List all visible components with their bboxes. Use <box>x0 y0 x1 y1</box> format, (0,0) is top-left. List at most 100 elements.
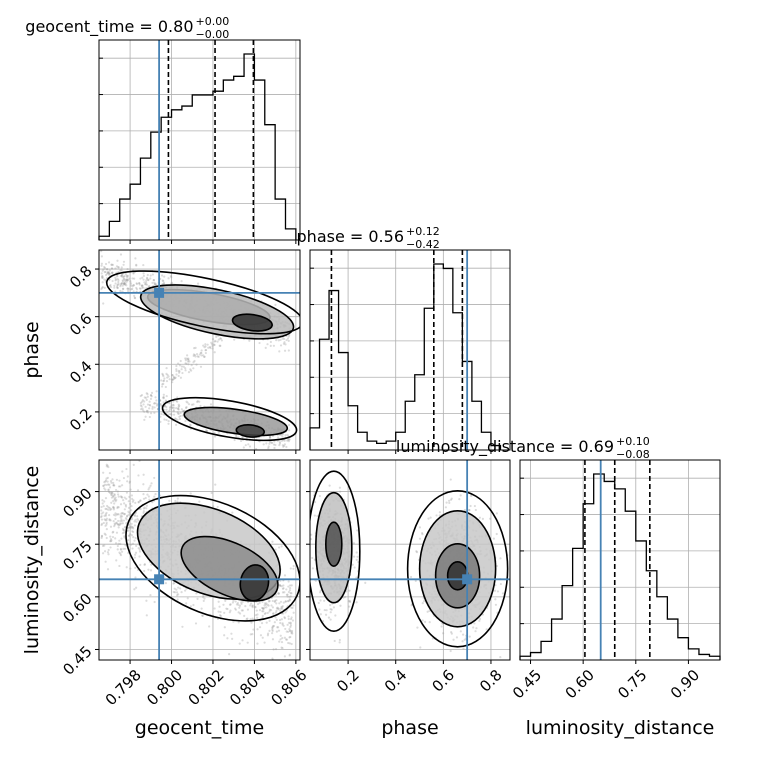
sample-point <box>134 536 137 540</box>
tick-label-x-geocent_time: 0.806 <box>268 666 311 709</box>
sample-point <box>177 403 180 406</box>
sample-point <box>288 642 291 645</box>
sample-point <box>474 630 477 633</box>
sample-point <box>103 518 106 521</box>
sample-point <box>279 621 282 625</box>
sample-point <box>115 531 119 534</box>
sample-point <box>267 445 270 448</box>
sample-point <box>323 608 326 612</box>
sample-point <box>138 550 142 553</box>
sample-point <box>119 542 122 545</box>
sample-point <box>119 519 122 523</box>
sample-point <box>175 591 179 594</box>
sample-point <box>271 632 274 635</box>
sample-point <box>281 591 285 594</box>
sample-point <box>146 411 150 414</box>
sample-point <box>177 369 180 372</box>
sample-point <box>119 552 122 555</box>
sample-point <box>279 609 282 612</box>
sample-point <box>338 641 341 644</box>
sample-point <box>280 646 283 649</box>
sample-point <box>213 340 216 343</box>
sample-point <box>100 518 104 521</box>
sample-point <box>282 624 285 627</box>
sample-point <box>162 393 165 396</box>
sample-point <box>131 287 134 291</box>
sample-point <box>141 286 144 289</box>
sample-point <box>450 632 453 635</box>
sample-point <box>334 614 337 617</box>
sample-point <box>355 601 358 604</box>
sample-point <box>271 657 274 660</box>
sample-point <box>452 638 455 641</box>
axis-label-x-phase: phase <box>381 717 438 739</box>
sample-point <box>128 526 131 529</box>
sample-point <box>202 354 205 357</box>
sample-point <box>139 287 142 290</box>
sample-point <box>210 341 213 344</box>
sample-point <box>348 599 351 602</box>
sample-point <box>220 339 224 342</box>
sample-point <box>463 638 466 641</box>
sample-point <box>125 566 128 569</box>
sample-point <box>279 600 283 603</box>
sample-point <box>364 581 367 584</box>
sample-point <box>243 614 246 617</box>
sample-point <box>109 540 112 543</box>
sample-point <box>101 276 104 279</box>
sample-point <box>278 442 282 445</box>
sample-point <box>130 497 134 500</box>
sample-point <box>145 410 148 413</box>
sample-point <box>327 616 331 619</box>
sample-point <box>135 264 138 267</box>
sample-point <box>286 600 289 603</box>
sample-point <box>195 592 198 595</box>
sample-point <box>114 279 117 282</box>
tick-label-x-phase: 0.6 <box>428 666 458 696</box>
sample-point <box>134 551 138 554</box>
sample-point <box>264 612 267 615</box>
sample-point <box>219 344 222 347</box>
sample-point <box>278 350 281 353</box>
sample-point <box>172 375 175 378</box>
sample-point <box>277 626 280 629</box>
sample-point <box>271 441 274 445</box>
sample-point <box>110 539 113 542</box>
sample-point <box>109 480 113 483</box>
sample-point <box>108 518 111 522</box>
sample-point <box>184 419 187 423</box>
sample-point <box>135 282 138 285</box>
sample-point <box>143 563 146 566</box>
sample-point <box>234 434 238 437</box>
sample-point <box>113 502 116 505</box>
sample-point <box>193 347 196 350</box>
sample-point <box>287 440 290 443</box>
sample-point <box>118 479 121 482</box>
sample-point <box>245 618 248 621</box>
sample-point <box>100 272 103 275</box>
sample-point <box>180 368 183 371</box>
sample-point <box>129 280 132 283</box>
sample-point <box>135 282 139 286</box>
sample-point <box>204 349 207 352</box>
sample-point <box>102 484 105 487</box>
sample-point <box>103 483 107 486</box>
sample-point <box>148 285 151 288</box>
sample-point <box>125 278 129 282</box>
sample-point <box>139 563 142 566</box>
sample-point <box>181 409 185 412</box>
sample-point <box>133 297 137 300</box>
sample-point <box>223 611 226 614</box>
title-text: geocent_time = 0.80 <box>25 17 193 37</box>
sample-point <box>280 433 283 436</box>
sample-point <box>196 400 199 404</box>
sample-point <box>139 277 142 280</box>
sample-point <box>184 362 187 365</box>
sample-point <box>130 526 133 529</box>
title-minus: −0.42 <box>406 238 440 251</box>
sample-point <box>123 282 126 285</box>
sample-point <box>214 483 217 486</box>
sample-point <box>126 276 129 279</box>
sample-point <box>273 440 276 443</box>
tick-label-y-phase: 0.6 <box>66 310 96 340</box>
